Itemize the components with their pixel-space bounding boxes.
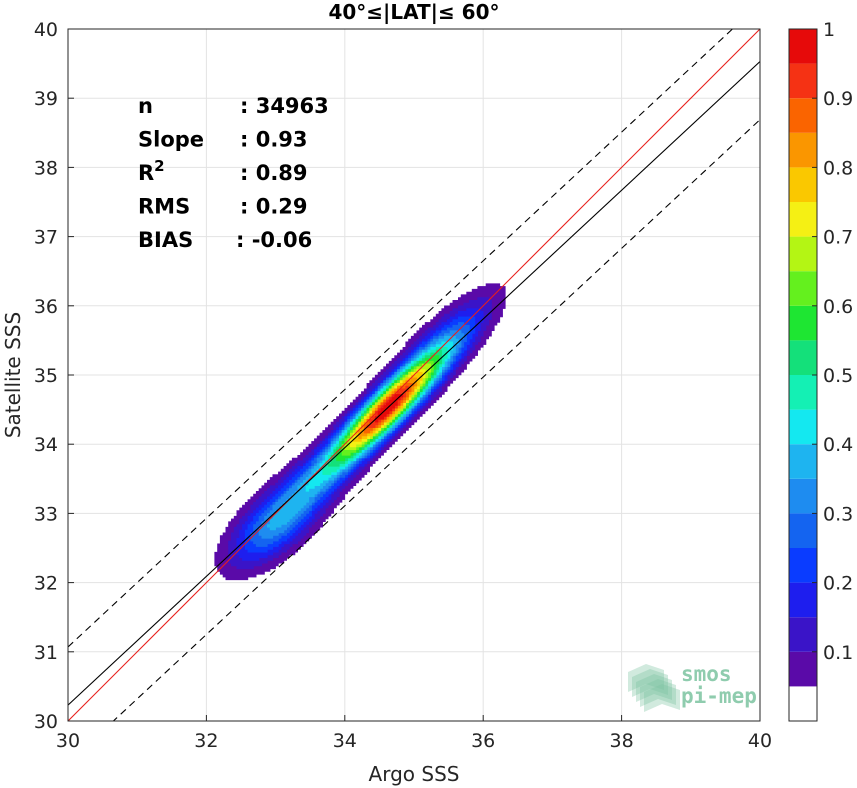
colorbar-bin-18	[789, 63, 817, 99]
y-tick-label: 35	[34, 365, 58, 387]
y-tick-label: 38	[34, 157, 58, 179]
colorbar-bin-2	[789, 617, 817, 652]
x-tick-label: 38	[610, 730, 634, 752]
stat-value: : 0.29	[240, 195, 308, 219]
density-contours	[214, 283, 506, 581]
x-axis-label: Argo SSS	[369, 762, 460, 786]
colorbar-bin-3	[789, 582, 817, 618]
colorbar-bin-6	[789, 478, 817, 514]
colorbar-bin-5	[789, 513, 817, 548]
density-level-19	[374, 394, 404, 423]
logo-text-smos: smos	[681, 662, 732, 686]
regression-lines	[68, 29, 760, 721]
colorbar-tick-label: 0.7	[823, 227, 853, 249]
colorbar-bin-0	[789, 686, 817, 721]
regression-upper-line	[68, 29, 734, 648]
colorbar-bin-7	[789, 444, 817, 479]
y-tick-label: 32	[34, 573, 58, 595]
stat-label: R2	[138, 157, 165, 185]
regression-lower-line	[112, 119, 760, 721]
colorbar-bin-11	[789, 305, 817, 341]
colorbar-bin-17	[789, 98, 817, 133]
one-to-one-line	[68, 29, 760, 721]
colorbar-bin-13	[789, 236, 817, 272]
colorbar-bin-15	[789, 167, 817, 202]
x-tick-label: 40	[748, 730, 772, 752]
y-tick-labels: 30 31 32 33 34 35 36 37 38 39 40	[34, 19, 74, 733]
stat-label: n	[138, 94, 153, 118]
stat-label: Slope	[138, 128, 204, 152]
y-tick-label: 37	[34, 227, 58, 249]
colorbar-tick-label: 0.4	[823, 434, 853, 456]
stat-value: : 0.89	[240, 161, 308, 185]
colorbar: 0.1 0.2 0.3 0.4 0.5 0.6 0.7 0.8 0.9 1	[788, 19, 853, 722]
chart-title: 40°≤|LAT|≤ 60°	[328, 0, 499, 24]
colorbar-bin-16	[789, 132, 817, 168]
x-tick-label: 36	[471, 730, 495, 752]
y-tick-label: 39	[34, 88, 58, 110]
stat-value: : 0.93	[240, 128, 308, 152]
x-tick-label: 34	[333, 730, 357, 752]
logo-wave-shape	[636, 674, 672, 702]
y-tick-label: 31	[34, 642, 58, 664]
stat-value: : 34963	[240, 94, 329, 118]
stat-label: BIAS	[138, 228, 193, 252]
colorbar-tick-label: 1	[823, 19, 835, 41]
logo-wave-shape	[628, 664, 664, 692]
colorbar-bin-9	[789, 375, 817, 410]
logo-wave-shape	[640, 679, 676, 707]
y-tick-label: 33	[34, 503, 58, 525]
colorbar-tick-label: 0.1	[823, 642, 853, 664]
colorbar-tick-label: 0.2	[823, 573, 853, 595]
regression-line	[68, 61, 760, 706]
x-tick-labels: 30 32 34 36 38 40	[56, 715, 772, 752]
logo-wave-shape	[644, 684, 680, 712]
logo-wave-shape	[632, 669, 668, 697]
x-tick-label: 32	[194, 730, 218, 752]
colorbar-bin-1	[789, 651, 817, 687]
colorbar-bin-10	[789, 340, 817, 375]
y-tick-label: 36	[34, 296, 58, 318]
y-axis-label: Satellite SSS	[1, 312, 25, 438]
colorbar-bin-4	[789, 548, 817, 583]
colorbar-bin-12	[789, 271, 817, 306]
y-tick-label: 40	[34, 19, 58, 41]
stat-label: RMS	[138, 195, 190, 219]
colorbar-tick-label: 0.3	[823, 503, 853, 525]
colorbar-tick-label: 0.6	[823, 296, 853, 318]
colorbar-tick-label: 0.9	[823, 88, 853, 110]
x-tick-label: 30	[56, 730, 80, 752]
stats-box: n : 34963 Slope : 0.93 R2 : 0.89 RMS : 0.29 BIAS…	[138, 94, 329, 252]
colorbar-tick-label: 0.5	[823, 365, 853, 387]
colorbar-bin-8	[789, 409, 817, 445]
stat-value: : -0.06	[236, 228, 312, 252]
colorbar-bin-14	[789, 202, 817, 237]
y-tick-label: 30	[34, 711, 58, 733]
colorbar-bin-19	[789, 29, 817, 64]
y-tick-label: 34	[34, 434, 58, 456]
colorbar-tick-label: 0.8	[823, 157, 853, 179]
logo-text-pimep: pi-mep	[681, 684, 757, 708]
